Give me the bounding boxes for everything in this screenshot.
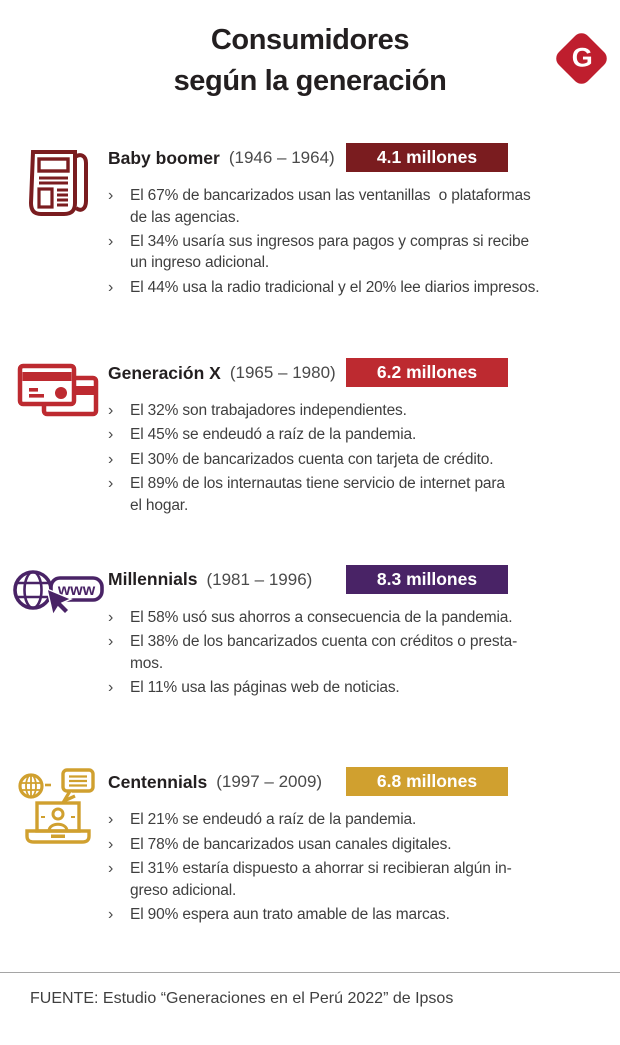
chevron-bullet-icon: ›	[108, 426, 114, 444]
fact-item: › El 31% estaría dispuesto a ahorrar si …	[108, 858, 616, 901]
logo-letter: G	[571, 42, 593, 73]
generation-name: Baby boomer	[108, 147, 220, 168]
generation-name: Centennials	[108, 771, 208, 792]
chevron-bullet-icon: ›	[108, 475, 114, 493]
fact-item: › El 30% de bancarizados cuenta con tarj…	[108, 449, 616, 470]
fact-item: › El 45% se endeudó a raíz de la pandemi…	[108, 424, 616, 445]
chevron-bullet-icon: ›	[108, 860, 114, 878]
fact-text: El 34% usaría sus ingresos para pagos y …	[130, 232, 529, 272]
generation-years: (1981 – 1996)	[206, 569, 313, 589]
fact-item: › El 32% son trabajadores independientes…	[108, 400, 616, 421]
fact-item: › El 34% usaría sus ingresos para pagos …	[108, 231, 616, 274]
fact-text: El 21% se endeudó a raíz de la pandemia.	[130, 811, 417, 829]
source-text: FUENTE: Estudio “Generaciones en el Perú…	[30, 990, 454, 1007]
fact-item: › El 11% usa las páginas web de noticias…	[108, 677, 616, 698]
chevron-bullet-icon: ›	[108, 450, 114, 468]
fact-text: El 32% son trabajadores independientes.	[130, 402, 407, 420]
laptop-person-icon	[14, 765, 102, 851]
fact-item: › El 67% de bancarizados usan las ventan…	[108, 185, 616, 228]
fact-item: › El 44% usa la radio tradicional y el 2…	[108, 277, 616, 298]
generation-years: (1965 – 1980)	[229, 363, 336, 383]
fact-text: El 45% se endeudó a raíz de la pandemia.	[130, 426, 417, 444]
section-generacion-x: Generación X (1965 – 1980) 6.2 millones …	[0, 358, 620, 519]
chevron-bullet-icon: ›	[108, 232, 114, 250]
chevron-bullet-icon: ›	[108, 811, 114, 829]
chevron-bullet-icon: ›	[108, 679, 114, 697]
section-baby-boomer: Baby boomer (1946 – 1964) 4.1 millones ›…	[0, 143, 620, 301]
population-badge: 8.3 millones	[346, 564, 508, 594]
population-badge: 4.1 millones	[346, 143, 508, 173]
chevron-bullet-icon: ›	[108, 278, 114, 296]
section-millennials: www Millennials (1981 – 1996) 8.3 millon…	[0, 563, 620, 702]
fact-item: › El 90% espera aun trato amable de las …	[108, 904, 616, 925]
chevron-bullet-icon: ›	[108, 187, 114, 205]
fact-text: El 90% espera aun trato amable de las ma…	[130, 905, 450, 923]
fact-item: › El 89% de los internautas tiene servic…	[108, 473, 616, 516]
fact-text: El 78% de bancarizados usan canales digi…	[130, 835, 452, 853]
fact-text: El 30% de bancarizados cuenta con tarjet…	[130, 450, 494, 468]
title-line-2: según la generación	[173, 64, 447, 97]
fact-text: El 44% usa la radio tradicional y el 20%…	[130, 278, 540, 296]
chevron-bullet-icon: ›	[108, 835, 114, 853]
fact-text: El 38% de los bancarizados cuenta con cr…	[130, 633, 518, 672]
chevron-bullet-icon: ›	[108, 633, 114, 651]
page-title: Consumidores según la generación	[0, 20, 620, 101]
chevron-bullet-icon: ›	[108, 608, 114, 626]
generation-sections: Baby boomer (1946 – 1964) 4.1 millones ›…	[0, 143, 620, 928]
fact-list: › El 32% son trabajadores independientes…	[108, 400, 616, 516]
chevron-bullet-icon: ›	[108, 402, 114, 420]
fact-item: › El 21% se endeudó a raíz de la pandemi…	[108, 809, 616, 830]
generation-years: (1997 – 2009)	[216, 772, 323, 792]
fact-item: › El 78% de bancarizados usan canales di…	[108, 834, 616, 855]
generation-name: Generación X	[108, 362, 221, 383]
source-divider: FUENTE: Estudio “Generaciones en el Perú…	[0, 972, 620, 1008]
population-badge: 6.8 millones	[346, 767, 508, 797]
newspaper-icon	[20, 143, 96, 223]
section-centennials: Centennials (1997 – 2009) 6.8 millones ›…	[0, 767, 620, 928]
title-line-1: Consumidores	[210, 24, 410, 56]
fact-text: El 11% usa las páginas web de noticias.	[130, 679, 400, 697]
fact-text: El 31% estaría dispuesto a ahorrar si re…	[130, 860, 512, 899]
population-badge: 6.2 millones	[346, 358, 508, 388]
fact-list: › El 67% de bancarizados usan las ventan…	[108, 185, 616, 298]
generation-years: (1946 – 1964)	[228, 148, 335, 168]
fact-item: › El 38% de los bancarizados cuenta con …	[108, 631, 616, 674]
fact-text: El 58% usó sus ahorros a consecuencia de…	[130, 608, 513, 626]
fact-item: › El 58% usó sus ahorros a consecuencia …	[108, 607, 616, 628]
fact-text: El 89% de los internautas tiene servicio…	[130, 475, 505, 514]
globe-www-icon: www	[10, 563, 106, 623]
generation-name: Millennials	[108, 569, 198, 590]
fact-list: › El 58% usó sus ahorros a consecuencia …	[108, 607, 616, 699]
fact-text: El 67% de bancarizados usan las ventanil…	[130, 187, 531, 226]
credit-cards-icon	[16, 362, 100, 432]
chevron-bullet-icon: ›	[108, 905, 114, 923]
svg-text:www: www	[57, 582, 96, 599]
fact-list: › El 21% se endeudó a raíz de la pandemi…	[108, 809, 616, 925]
